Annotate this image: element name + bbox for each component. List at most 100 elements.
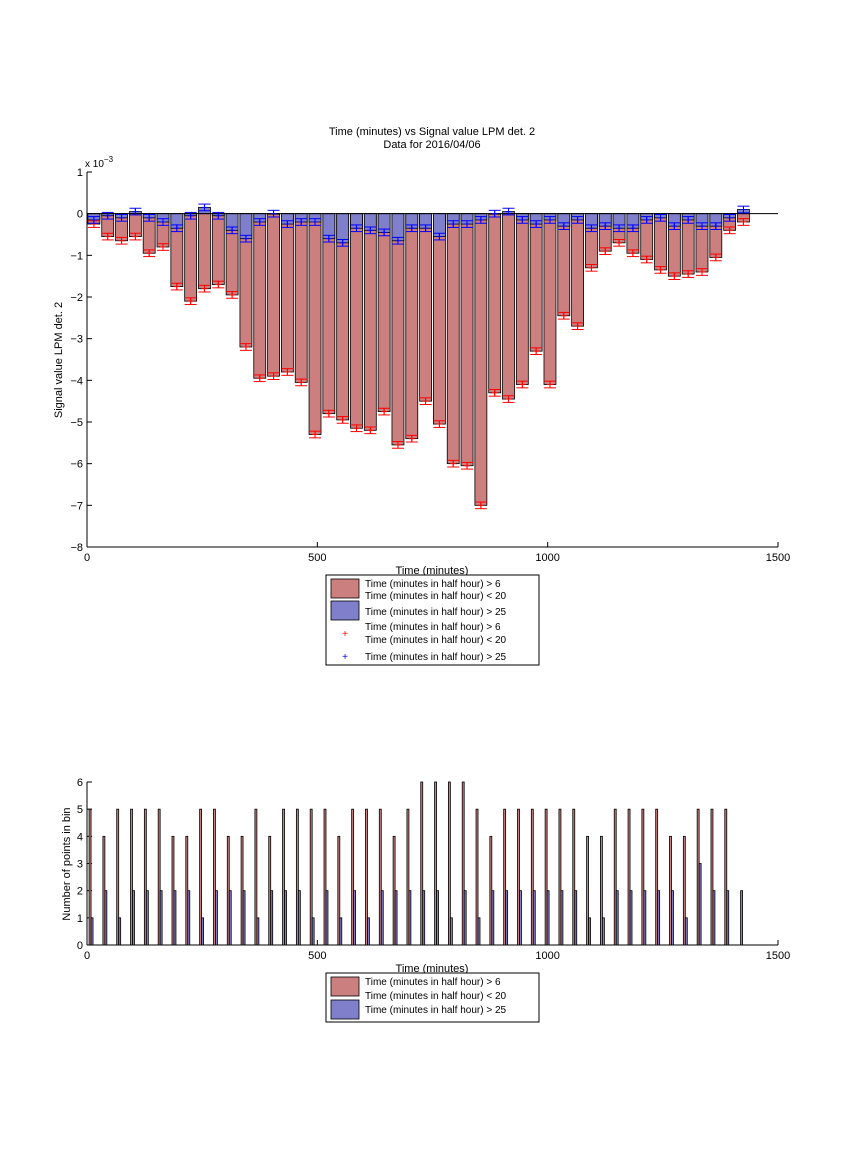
- bar-series2: [215, 890, 218, 946]
- bar-series2: [297, 890, 301, 946]
- bar-series1: [419, 213, 432, 402]
- bar-series2: [187, 890, 191, 946]
- y-tick-label: 4: [77, 831, 83, 843]
- legend-label-mark2: Time (minutes in half hour) > 25: [365, 652, 507, 663]
- bar-series1: [682, 835, 686, 946]
- legend-label-series2-bottom: Time (minutes in half hour) > 25: [365, 1005, 507, 1016]
- bar-series1: [88, 808, 92, 946]
- bar-series1: [350, 213, 363, 429]
- bottom-legend-box: [325, 972, 540, 1023]
- bar-series2: [104, 890, 108, 946]
- bar-series2: [145, 890, 149, 946]
- bar-series2: [671, 890, 674, 946]
- bar-series1: [544, 808, 548, 946]
- y-tick-label: −7: [70, 500, 83, 512]
- bottom-legend: Time (minutes in half hour) > 6 Time (mi…: [325, 972, 540, 1023]
- bar-series1: [724, 808, 728, 946]
- bar-series1: [213, 808, 216, 946]
- bottom-y-axis-label: Number of points in bin: [61, 807, 73, 920]
- x-tick-label: 500: [308, 950, 326, 962]
- top-legend: Time (minutes in half hour) > 6 Time (mi…: [325, 574, 540, 666]
- bar-series2: [657, 890, 661, 946]
- bar-series1: [446, 213, 460, 465]
- bar-series2: [463, 890, 467, 946]
- bar-series1: [433, 213, 446, 425]
- bar-series1: [322, 213, 336, 415]
- bar-series2: [380, 890, 384, 946]
- legend-label-series1-line2: Time (minutes in half hour) < 20: [365, 591, 507, 602]
- bar-series1: [461, 781, 465, 946]
- bar-series2: [242, 890, 246, 946]
- x-tick-label: 0: [84, 950, 90, 962]
- y-tick-label: 3: [77, 859, 83, 871]
- y-tick-label: −8: [70, 542, 83, 554]
- bar-series1: [503, 808, 507, 946]
- bar-series2: [519, 890, 522, 946]
- legend-label-series1-bottom-line1: Time (minutes in half hour) > 6: [365, 977, 501, 988]
- y-tick-label: 2: [77, 886, 83, 898]
- y-tick-label: 5: [77, 804, 83, 816]
- x-tick-label: 500: [308, 552, 326, 564]
- chart-subtitle: Data for 2016/04/06: [383, 139, 480, 151]
- y-multiplier: x 10−3: [85, 155, 114, 170]
- legend-swatch-series1: [330, 578, 360, 599]
- bar-series1: [571, 213, 584, 327]
- bar-series2: [408, 890, 412, 946]
- bar-series1: [655, 808, 659, 946]
- bar-series1: [530, 808, 534, 946]
- bar-series1: [157, 808, 161, 946]
- legend-marker-blue: +: [342, 652, 348, 663]
- bar-series2: [698, 863, 702, 946]
- bar-series1: [586, 835, 589, 946]
- bar-series1: [406, 808, 410, 946]
- bar-series2: [173, 890, 177, 946]
- bar-series2: [339, 917, 343, 946]
- bar-series1: [309, 808, 313, 946]
- legend-swatch-series2-bottom: [330, 999, 360, 1020]
- top-plot-area: −8 −7 −6 −5 −4 −3 −2 −1 0 1 0 500 1000 1500: [70, 167, 790, 564]
- bar-series2: [228, 890, 232, 946]
- bar-series1: [474, 213, 488, 506]
- bar-series1: [529, 213, 543, 352]
- legend-label-series1-bottom-line2: Time (minutes in half hour) < 20: [365, 991, 507, 1002]
- bar-series2: [588, 917, 591, 946]
- bottom-plot-area: 0 1 2 3 4 5 6 0 500 1000 1500: [77, 777, 790, 962]
- bar-series2: [505, 890, 509, 946]
- bar-series1: [627, 808, 631, 946]
- bar-series1: [378, 808, 382, 946]
- y-tick-label: −4: [70, 375, 83, 387]
- bar-series1: [267, 213, 280, 377]
- bar-series2: [532, 890, 536, 946]
- bar-series1: [294, 213, 308, 383]
- bar-series1: [654, 213, 667, 271]
- bar-series1: [434, 781, 437, 946]
- bar-series2: [629, 890, 633, 946]
- bar-series2: [90, 917, 94, 946]
- bar-series1: [572, 808, 576, 946]
- y-tick-label: −3: [70, 334, 83, 346]
- bar-series2: [256, 917, 260, 946]
- bar-series1: [405, 213, 419, 440]
- y-tick-label: −1: [70, 250, 83, 262]
- bar-series2: [391, 213, 405, 242]
- bar-series2: [353, 890, 357, 946]
- bar-series2: [726, 890, 730, 946]
- top-y-axis-label: Signal value LPM det. 2: [53, 302, 65, 418]
- bottom-x-axis-label: Time (minutes): [396, 963, 469, 975]
- bar-series2: [740, 890, 743, 946]
- bar-series2: [270, 890, 274, 946]
- bar-series2: [477, 917, 481, 946]
- bar-series1: [515, 213, 529, 385]
- bar-series1: [199, 808, 203, 946]
- y-tick-label: 6: [77, 777, 83, 789]
- y-tick-label: 0: [77, 209, 83, 221]
- bar-series1: [517, 808, 520, 946]
- bar-series2: [643, 890, 647, 946]
- x-tick-label: 1000: [535, 950, 559, 962]
- bar-series1: [558, 808, 562, 946]
- bar-series1: [363, 213, 377, 431]
- legend-label-series2: Time (minutes in half hour) > 25: [365, 607, 507, 618]
- bar-series2: [311, 917, 315, 946]
- bar-series1: [308, 213, 322, 435]
- y-tick-label: −5: [70, 417, 83, 429]
